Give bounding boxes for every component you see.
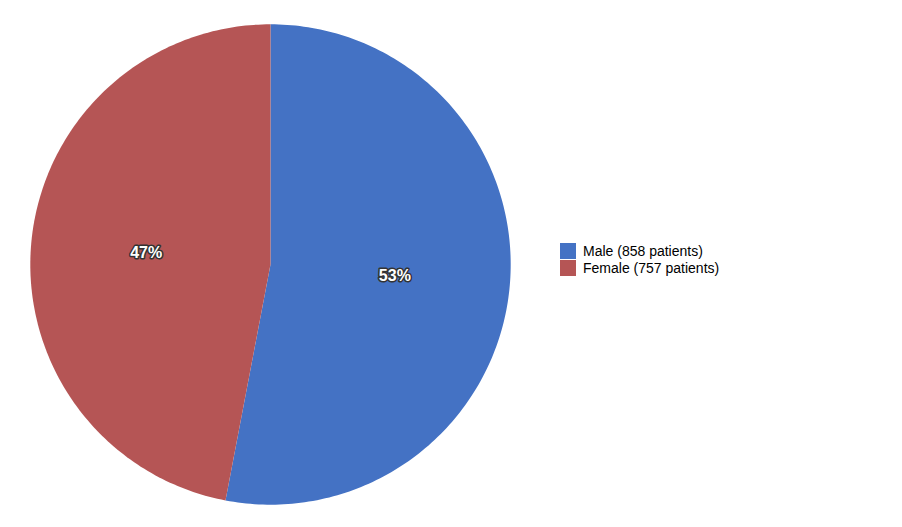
svg-text:47%: 47%: [130, 243, 162, 260]
html-text:Male (858 patients): Male (858 patients): [583, 243, 703, 259]
html-text:Female (757 patients): Female (757 patients): [583, 260, 720, 276]
svg-text:53%: 53%: [379, 267, 411, 284]
